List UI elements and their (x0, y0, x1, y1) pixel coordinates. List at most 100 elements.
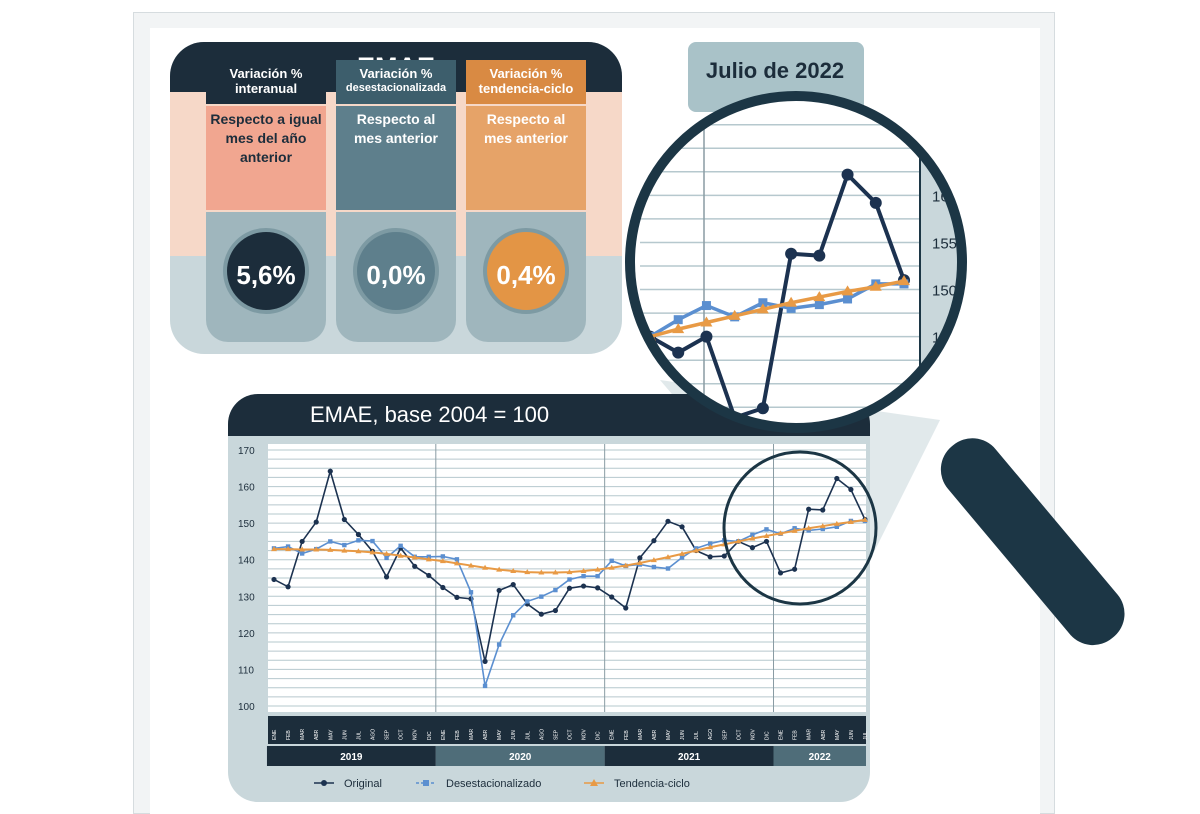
data-point-tendencia (777, 530, 784, 536)
month-tick-label: SEP (722, 729, 728, 740)
data-point-original (383, 574, 390, 580)
data-point-desestacionalizado (806, 528, 811, 533)
data-point-tendencia (749, 535, 756, 541)
month-tick-label: JUN (342, 730, 348, 740)
year-label: 2022 (809, 752, 832, 763)
year-bar (773, 746, 866, 766)
summary-description-line: mes del año (225, 130, 307, 146)
data-point-desestacionalizado (454, 557, 460, 562)
month-tick-label: MAY (666, 729, 672, 740)
month-tick-label: ENE (272, 729, 278, 740)
focus-circle (722, 450, 878, 606)
lens-point-tendencia (672, 323, 685, 334)
summary-description-line: mes anterior (483, 130, 569, 146)
month-tick-label: ENE (441, 729, 447, 740)
month-tick-label: JUN (511, 730, 517, 740)
data-point-desestacionalizado (595, 573, 600, 579)
month-tick-label: JUN (849, 730, 855, 740)
data-point-tendencia (791, 527, 798, 533)
data-point-original (721, 553, 727, 559)
month-strip (268, 716, 866, 744)
zoom-label: Julio de 2022 (705, 58, 845, 83)
month-tick-label: DIC (427, 731, 433, 740)
year-bar (266, 746, 436, 766)
data-point-tendencia (397, 552, 404, 558)
data-point-original (440, 584, 446, 591)
lens-point-tendencia (813, 291, 826, 302)
data-point-original (538, 611, 544, 617)
data-point-original (510, 581, 516, 588)
lens-point-desestacionalizado (843, 294, 853, 304)
lens-background (632, 98, 960, 426)
summary-tag-line2: tendencia-ciclo (478, 81, 574, 96)
summary-description-line: Respecto a igual (210, 111, 322, 127)
lens-point-desestacionalizado (814, 300, 824, 310)
summary-tag-line1: Variación % (229, 66, 303, 81)
lens-y-tick-label: 155 (932, 235, 957, 252)
data-point-tendencia (538, 569, 545, 575)
legend-label: Original (344, 778, 382, 790)
data-point-original (496, 587, 502, 594)
lens-point-original (700, 330, 713, 343)
lens-series-line (649, 170, 906, 421)
month-tick-label: ABR (314, 729, 320, 740)
data-point-desestacionalizado (482, 683, 488, 689)
data-point-tendencia (467, 562, 474, 568)
summary-description: Respecto a igual mes del año anterior (206, 106, 326, 210)
y-tick-label: 150 (238, 519, 255, 530)
month-tick-label: FEB (793, 730, 799, 740)
data-point-original (271, 576, 277, 583)
month-tick-label: JUN (680, 730, 686, 740)
lens-point-original (672, 346, 685, 359)
lens-point-desestacionalizado (701, 301, 711, 311)
month-tick-label: OCT (399, 729, 405, 740)
data-point-original (665, 518, 671, 524)
month-tick-label: SEP (385, 729, 391, 740)
lens-point-tendencia (728, 309, 741, 320)
year-label: 2021 (678, 752, 701, 763)
month-tick-label: ABR (483, 729, 489, 740)
y-tick-label: 110 (238, 665, 254, 676)
month-tick-label: JUL (863, 731, 869, 740)
data-point-desestacionalizado (328, 539, 333, 544)
month-tick-label: AGO (539, 729, 545, 740)
summary-value-circle: 0,0% (353, 228, 439, 314)
data-point-original (820, 507, 826, 513)
data-point-original (651, 538, 657, 544)
data-point-original (848, 486, 854, 493)
data-point-original (609, 594, 615, 600)
data-point-desestacionalizado (651, 564, 657, 570)
data-point-tendencia (510, 568, 517, 574)
data-point-original (792, 566, 798, 572)
data-point-desestacionalizado (384, 555, 389, 561)
month-tick-label: FEB (455, 730, 461, 740)
data-point-desestacionalizado (440, 554, 446, 559)
data-point-original (777, 570, 784, 576)
data-point-original (637, 555, 643, 561)
month-tick-label: JUL (694, 731, 700, 740)
data-point-original (679, 524, 685, 530)
year-bar (435, 746, 605, 766)
data-point-desestacionalizado (511, 613, 516, 618)
data-point-desestacionalizado (820, 526, 825, 532)
month-tick-label: AGO (370, 729, 376, 740)
data-point-tendencia (650, 557, 657, 563)
data-point-tendencia (833, 520, 840, 526)
data-point-desestacionalizado (609, 558, 614, 564)
lens-y-tick-label: 150 (932, 283, 957, 300)
data-point-desestacionalizado (539, 594, 544, 599)
data-point-desestacionalizado (342, 542, 347, 548)
data-point-desestacionalizado (567, 577, 572, 582)
data-point-desestacionalizado (356, 538, 361, 543)
data-point-tendencia (285, 546, 292, 552)
data-point-original (763, 538, 770, 545)
data-point-desestacionalizado (581, 573, 586, 579)
data-point-original (482, 658, 488, 664)
month-tick-label: OCT (736, 729, 742, 740)
summary-tag-line2: interanual (234, 81, 298, 96)
month-tick-label: AGO (708, 729, 714, 740)
summary-tag: Variación % desestacionalizada (336, 60, 456, 104)
summary-description-line: Respecto al (356, 111, 436, 127)
data-point-tendencia (496, 566, 503, 572)
